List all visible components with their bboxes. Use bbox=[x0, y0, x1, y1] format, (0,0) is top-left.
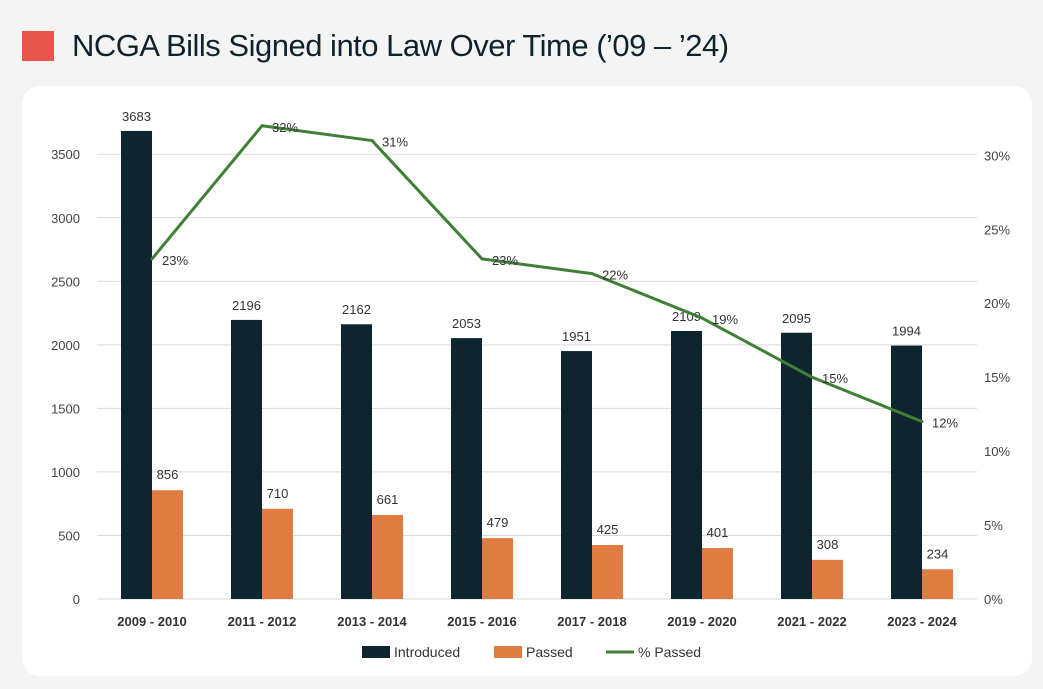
legend-label-passed: Passed bbox=[526, 644, 573, 660]
legend-label-introduced: Introduced bbox=[394, 644, 460, 660]
bar-passed bbox=[592, 544, 623, 599]
left-axis-tick: 0 bbox=[73, 592, 80, 607]
bar-introduced bbox=[451, 338, 482, 599]
data-label-percent: 22% bbox=[602, 268, 628, 283]
data-label-passed: 425 bbox=[597, 522, 619, 537]
data-label-introduced: 2162 bbox=[342, 302, 371, 317]
data-label-passed: 479 bbox=[487, 515, 509, 530]
bar-introduced bbox=[341, 324, 372, 599]
legend-swatch-passed bbox=[494, 646, 522, 658]
category-label: 2019 - 2020 bbox=[667, 614, 736, 629]
bar-introduced bbox=[561, 351, 592, 599]
bar-passed bbox=[812, 559, 843, 599]
title-accent-swatch bbox=[22, 31, 54, 61]
data-label-passed: 710 bbox=[267, 486, 289, 501]
data-label-introduced: 2109 bbox=[672, 309, 701, 324]
category-label: 2013 - 2014 bbox=[337, 614, 407, 629]
legend-label-percent: % Passed bbox=[638, 644, 701, 660]
category-label: 2023 - 2024 bbox=[887, 614, 957, 629]
percent-point bbox=[260, 124, 264, 128]
percent-point bbox=[370, 139, 374, 143]
left-axis-tick: 500 bbox=[58, 528, 80, 543]
data-label-percent: 19% bbox=[712, 312, 738, 327]
left-axis-tick: 1500 bbox=[51, 401, 80, 416]
percent-point bbox=[920, 420, 924, 424]
data-label-introduced: 2053 bbox=[452, 316, 481, 331]
data-label-passed: 234 bbox=[927, 546, 949, 561]
percent-point bbox=[480, 257, 484, 261]
bar-introduced bbox=[231, 319, 262, 599]
bar-passed bbox=[482, 538, 513, 599]
left-axis-tick: 3500 bbox=[51, 147, 80, 162]
bar-passed bbox=[702, 548, 733, 599]
data-label-introduced: 1951 bbox=[562, 329, 591, 344]
bar-passed bbox=[262, 508, 293, 599]
data-label-percent: 23% bbox=[492, 253, 518, 268]
left-axis-tick: 2500 bbox=[51, 274, 80, 289]
right-axis-tick: 20% bbox=[984, 296, 1010, 311]
data-label-introduced: 1994 bbox=[892, 324, 921, 339]
right-axis-tick: 0% bbox=[984, 592, 1003, 607]
percent-passed-line bbox=[150, 124, 923, 423]
percent-point bbox=[590, 272, 594, 276]
data-label-passed: 856 bbox=[157, 467, 179, 482]
category-label: 2021 - 2022 bbox=[777, 614, 846, 629]
percent-point bbox=[700, 316, 704, 320]
data-label-introduced: 2095 bbox=[782, 311, 811, 326]
data-label-percent: 31% bbox=[382, 135, 408, 150]
category-label: 2015 - 2016 bbox=[447, 614, 516, 629]
bar-passed bbox=[152, 490, 183, 599]
right-axis-tick: 25% bbox=[984, 222, 1010, 237]
chart-card: 0 500 1000 1500 2000 2500 3000 3500 0% 5% 10% 15% 20… bbox=[22, 86, 1032, 676]
data-label-introduced: 2196 bbox=[232, 298, 261, 313]
category-label: 2011 - 2012 bbox=[228, 614, 297, 629]
legend-swatch-introduced bbox=[362, 646, 390, 658]
data-label-percent: 15% bbox=[822, 371, 848, 386]
category-label: 2017 - 2018 bbox=[557, 614, 626, 629]
data-label-percent: 12% bbox=[932, 416, 958, 431]
left-axis-tick: 1000 bbox=[51, 465, 80, 480]
data-label-percent: 23% bbox=[162, 253, 188, 268]
bar-introduced bbox=[121, 130, 152, 599]
bar-introduced bbox=[671, 330, 702, 599]
bar-passed bbox=[372, 514, 403, 599]
data-label-passed: 308 bbox=[817, 537, 839, 552]
chart-title: NCGA Bills Signed into Law Over Time (’0… bbox=[72, 28, 729, 63]
bar-introduced bbox=[781, 332, 812, 599]
data-label-percent: 32% bbox=[272, 120, 298, 135]
category-label: 2009 - 2010 bbox=[117, 614, 186, 629]
data-label-introduced: 3683 bbox=[122, 109, 151, 124]
bar-passed bbox=[922, 569, 953, 599]
right-axis-tick: 30% bbox=[984, 148, 1010, 163]
bar-introduced bbox=[891, 345, 922, 599]
right-axis-tick: 5% bbox=[984, 518, 1003, 533]
right-axis-tick: 10% bbox=[984, 444, 1010, 459]
percent-point bbox=[150, 257, 154, 261]
percent-point bbox=[810, 375, 814, 379]
left-axis-tick: 2000 bbox=[51, 338, 80, 353]
right-axis-tick: 15% bbox=[984, 370, 1010, 385]
data-label-passed: 661 bbox=[377, 492, 399, 507]
left-axis-tick: 3000 bbox=[51, 211, 80, 226]
title-bar: NCGA Bills Signed into Law Over Time (’0… bbox=[22, 22, 729, 70]
combo-chart: 0 500 1000 1500 2000 2500 3000 3500 0% 5% 10% 15% 20… bbox=[51, 109, 1010, 660]
data-label-passed: 401 bbox=[707, 525, 729, 540]
